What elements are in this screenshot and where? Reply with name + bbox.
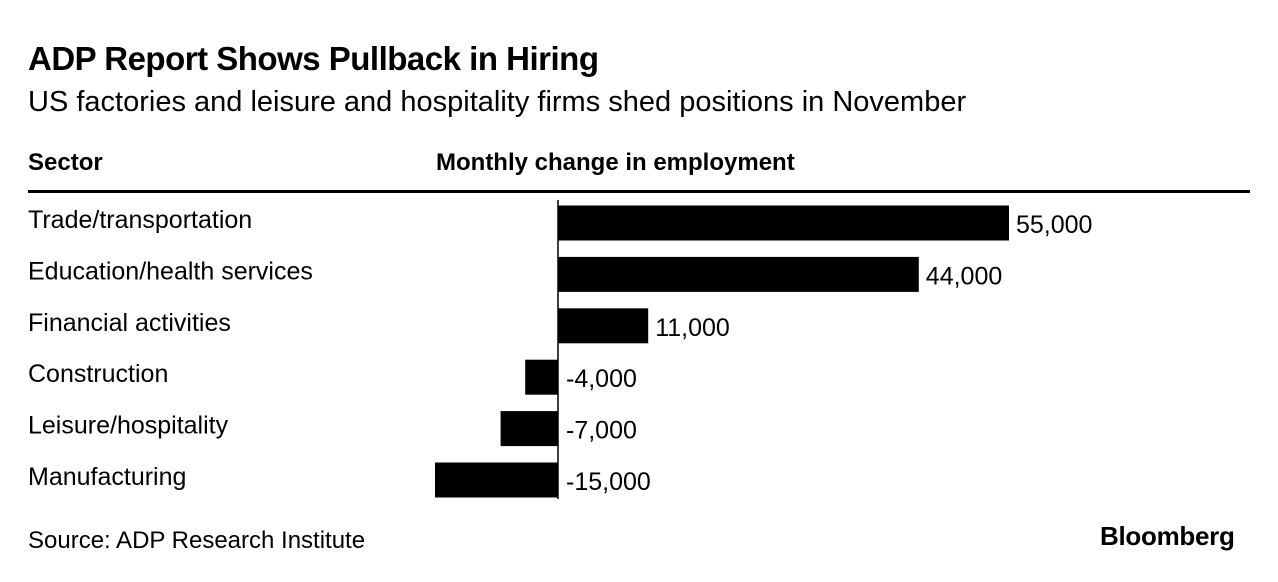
category-label: Trade/transportation [28, 206, 252, 234]
value-label: -15,000 [566, 468, 651, 496]
chart-title: ADP Report Shows Pullback in Hiring [28, 40, 599, 77]
value-column-header: Monthly change in employment [436, 149, 795, 176]
category-label: Leisure/hospitality [28, 412, 229, 440]
value-label: 44,000 [926, 262, 1002, 290]
category-label: Education/health services [28, 257, 313, 285]
value-label: 11,000 [655, 314, 730, 342]
value-label: -7,000 [566, 417, 637, 445]
header-rule [28, 190, 1250, 193]
bar [435, 462, 558, 498]
bar [525, 359, 558, 395]
category-column-header: Sector [28, 149, 103, 176]
bar [558, 256, 919, 292]
source-note: Source: ADP Research Institute [28, 527, 366, 554]
category-label: Construction [28, 360, 168, 388]
category-label: Financial activities [28, 309, 231, 337]
bar [500, 411, 558, 447]
bloomberg-logo: Bloomberg [1100, 521, 1235, 551]
chart-subtitle: US factories and leisure and hospitality… [28, 86, 967, 118]
bar [558, 308, 649, 344]
value-label: -4,000 [566, 365, 637, 393]
value-label: 55,000 [1016, 211, 1092, 239]
category-label: Manufacturing [28, 463, 186, 491]
bar [558, 205, 1009, 241]
